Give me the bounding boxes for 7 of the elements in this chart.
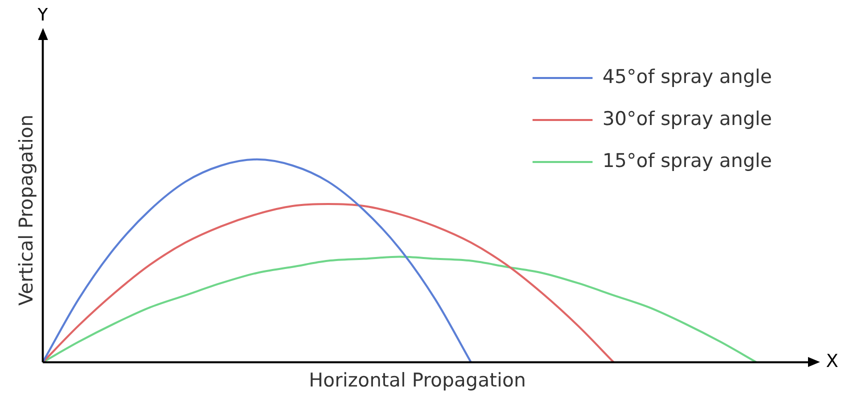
x-axis-title: Horizontal Propagation: [308, 370, 526, 392]
text: Y: [36, 4, 50, 26]
y-axis-title: Vertical Propagation: [15, 114, 38, 306]
legend-label: 15°of spray angle: [602, 150, 772, 172]
text: X: [826, 350, 838, 372]
legend-label: 45°of spray angle: [602, 66, 772, 88]
legend-label: 30°of spray angle: [602, 108, 772, 130]
